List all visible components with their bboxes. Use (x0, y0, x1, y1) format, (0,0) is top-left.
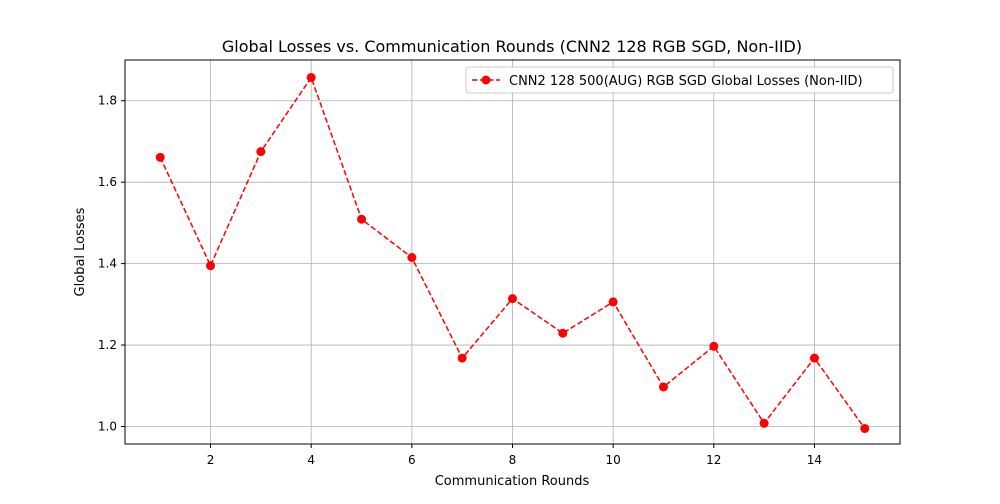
x-tick-label: 12 (706, 453, 721, 467)
legend-box (465, 66, 894, 94)
x-tick-label: 4 (307, 453, 315, 467)
data-point (709, 341, 719, 351)
data-point (558, 328, 568, 338)
data-point (256, 147, 266, 157)
x-axis-label: Communication Rounds (435, 474, 590, 489)
grid (125, 60, 900, 444)
data-point (759, 418, 769, 428)
data-point (457, 353, 467, 363)
data-point (407, 252, 417, 262)
x-tick-label: 14 (807, 453, 822, 467)
data-point (809, 353, 819, 363)
data-point (608, 297, 618, 307)
data-point (658, 382, 668, 392)
y-tick-label: 1.4 (98, 257, 117, 271)
data-point (155, 152, 165, 162)
data-point (357, 214, 367, 224)
series-layer (155, 73, 870, 434)
x-tick-label: 10 (606, 453, 621, 467)
data-point (508, 294, 517, 304)
chart-title: Global Losses vs. Communication Rounds (… (222, 37, 802, 56)
y-tick-label: 1.6 (98, 175, 117, 189)
y-tick-label: 1.2 (98, 338, 117, 352)
legend-entry-label: CNN2 128 500(AUG) RGB SGD Global Losses … (509, 74, 863, 89)
data-point (860, 424, 870, 434)
x-tick-label: 8 (509, 453, 517, 467)
legend-marker (481, 75, 491, 85)
y-tick-label: 1.0 (98, 419, 117, 433)
y-axis-label: Global Losses (73, 207, 88, 296)
x-tick-label: 2 (207, 453, 215, 467)
data-point (306, 73, 316, 83)
y-axis-ticks: 1.0 1.2 1.4 1.6 1.8 (98, 94, 125, 433)
data-point (206, 261, 216, 271)
x-tick-label: 6 (408, 453, 416, 467)
y-tick-label: 1.8 (98, 94, 117, 108)
legend: CNN2 128 500(AUG) RGB SGD Global Losses … (465, 66, 894, 94)
x-axis-ticks: 2 4 6 8 10 12 14 (207, 444, 822, 467)
